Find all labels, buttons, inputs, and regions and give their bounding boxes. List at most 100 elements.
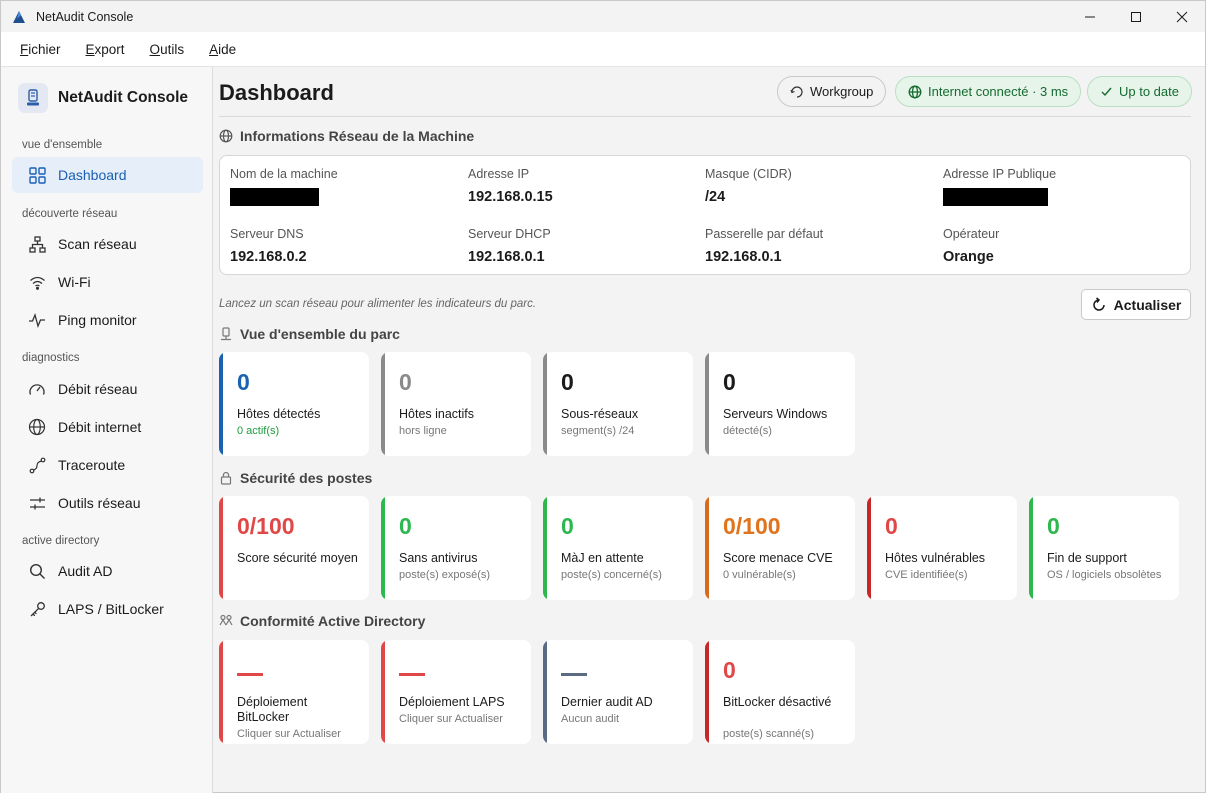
card-title: BitLocker désactivé: [723, 695, 832, 709]
card-value: 0: [399, 369, 412, 395]
card-subtitle: poste(s) concerné(s): [561, 569, 662, 581]
card-accent-bar: [705, 496, 709, 600]
card-accent-bar: [705, 640, 709, 744]
menu-outils[interactable]: Outils: [149, 41, 185, 57]
sidebar-item-outils-reseau[interactable]: Outils réseau: [12, 485, 203, 521]
card-accent-bar: [705, 352, 709, 456]
internet-status-badge[interactable]: Internet connecté · 3 ms: [895, 76, 1082, 107]
card-subtitle: 0 actif(s): [237, 425, 280, 437]
card-title: Dernier audit AD: [561, 695, 653, 709]
sidebar: NetAudit Console vue d'ensemble Dashboar…: [1, 67, 213, 793]
card-value: 0: [723, 369, 736, 395]
ip-field: Adresse IP 192.168.0.15: [468, 167, 553, 205]
sidebar-item-scan[interactable]: Scan réseau: [12, 226, 203, 262]
ad-stat-card: — Déploiement LAPS Cliquer sur Actualiser: [381, 640, 531, 744]
card-value: 0: [561, 369, 574, 395]
parc-section-title: Vue d'ensemble du parc: [219, 326, 400, 342]
sidebar-item-dashboard[interactable]: Dashboard: [12, 157, 203, 193]
sidebar-item-ping[interactable]: Ping monitor: [12, 302, 203, 338]
card-accent-bar: [1029, 496, 1033, 600]
sidebar-item-debit-reseau[interactable]: Débit réseau: [12, 371, 203, 407]
mask-field: Masque (CIDR) /24: [705, 167, 792, 205]
card-title: Hôtes vulnérables: [885, 551, 986, 565]
card-value: 0/100: [237, 513, 295, 539]
sidebar-item-laps-bitlocker[interactable]: LAPS / BitLocker: [12, 591, 203, 627]
sidebar-item-label: Ping monitor: [58, 312, 137, 328]
parc-stat-card: 0 Hôtes inactifs hors ligne: [381, 352, 531, 456]
lock-icon: [219, 471, 233, 485]
header-divider: [219, 116, 1191, 117]
brand-logo-icon: [18, 83, 48, 113]
card-value-dash: —: [237, 673, 263, 676]
sidebar-item-traceroute[interactable]: Traceroute: [12, 447, 203, 483]
grid-icon: [28, 166, 46, 184]
brand: NetAudit Console: [18, 83, 188, 113]
menu-fichier[interactable]: Fichier: [20, 41, 61, 57]
minimize-button[interactable]: [1067, 1, 1113, 32]
card-value-dash: —: [561, 673, 587, 676]
network-info-card: Nom de la machine Adresse IP 192.168.0.1…: [219, 155, 1191, 275]
sidebar-item-wifi[interactable]: Wi-Fi: [12, 264, 203, 300]
globe-icon: [908, 85, 922, 99]
app-logo-icon: [13, 10, 25, 23]
workgroup-badge[interactable]: Workgroup: [777, 76, 887, 107]
sidebar-item-label: Débit internet: [58, 419, 142, 435]
card-accent-bar: [543, 352, 547, 456]
title-bar: NetAudit Console: [1, 1, 1205, 32]
globe-icon: [28, 418, 46, 436]
card-subtitle: OS / logiciels obsolètes: [1047, 569, 1162, 581]
gateway-field: Passerelle par défaut 192.168.0.1: [705, 227, 824, 265]
security-stat-card: 0 Fin de support OS / logiciels obsolètes: [1029, 496, 1179, 600]
card-accent-bar: [219, 496, 223, 600]
ad-stat-card: — Déploiement BitLocker Cliquer sur Actual…: [219, 640, 369, 744]
card-title: Score menace CVE: [723, 551, 833, 565]
window-title: NetAudit Console: [36, 9, 134, 24]
parc-stat-card: 0 Sous-réseaux segment(s) /24: [543, 352, 693, 456]
card-accent-bar: [867, 496, 871, 600]
operator-field: Opérateur Orange: [943, 227, 1000, 265]
minimize-icon: [1085, 16, 1095, 17]
card-subtitle: 0 vulnérable(s): [723, 569, 796, 581]
sidebar-item-label: Dashboard: [58, 167, 127, 183]
sidebar-item-debit-internet[interactable]: Débit internet: [12, 409, 203, 445]
menu-bar: Fichier Export Outils Aide: [1, 32, 1205, 67]
card-value: 0: [885, 513, 898, 539]
card-accent-bar: [381, 640, 385, 744]
parc-stat-card: 0 Serveurs Windows détecté(s): [705, 352, 855, 456]
sidebar-item-label: Outils réseau: [58, 495, 141, 511]
section-overview: vue d'ensemble: [22, 139, 103, 151]
close-icon: [1176, 11, 1188, 22]
close-button[interactable]: [1159, 1, 1205, 32]
pulse-icon: [28, 311, 46, 329]
update-status-badge[interactable]: Up to date: [1087, 76, 1192, 107]
globe-icon: [219, 129, 233, 143]
security-stat-card: 0 MàJ en attente poste(s) concerné(s): [543, 496, 693, 600]
card-title: Déploiement BitLocker: [237, 695, 308, 724]
sidebar-item-audit-ad[interactable]: Audit AD: [12, 553, 203, 589]
card-accent-bar: [219, 640, 223, 744]
card-subtitle: poste(s) scanné(s): [723, 728, 815, 740]
parc-stat-card: 0 Hôtes détectés 0 actif(s): [219, 352, 369, 456]
maximize-icon: [1131, 11, 1141, 22]
sidebar-item-label: Scan réseau: [58, 236, 137, 252]
card-value: 0/100: [723, 513, 781, 539]
menu-export[interactable]: Export: [85, 41, 125, 57]
update-status-label: Up to date: [1119, 84, 1179, 99]
card-accent-bar: [219, 352, 223, 456]
card-subtitle: hors ligne: [399, 425, 447, 437]
maximize-button[interactable]: [1113, 1, 1159, 32]
network-icon: [28, 235, 46, 253]
security-section-title: Sécurité des postes: [219, 470, 372, 486]
card-accent-bar: [381, 352, 385, 456]
menu-aide[interactable]: Aide: [209, 41, 237, 57]
card-value: 0: [723, 657, 736, 683]
public-ip-field: Adresse IP Publique: [943, 167, 1056, 206]
search-icon: [28, 562, 46, 580]
card-title: Score sécurité moyen: [237, 551, 358, 565]
ad-stat-card: — Dernier audit AD Aucun audit: [543, 640, 693, 744]
sliders-icon: [28, 494, 46, 512]
card-title: Sans antivirus: [399, 551, 478, 565]
refresh-button[interactable]: Actualiser: [1081, 289, 1191, 320]
card-subtitle: détecté(s): [723, 425, 772, 437]
page-title: Dashboard: [219, 80, 334, 105]
